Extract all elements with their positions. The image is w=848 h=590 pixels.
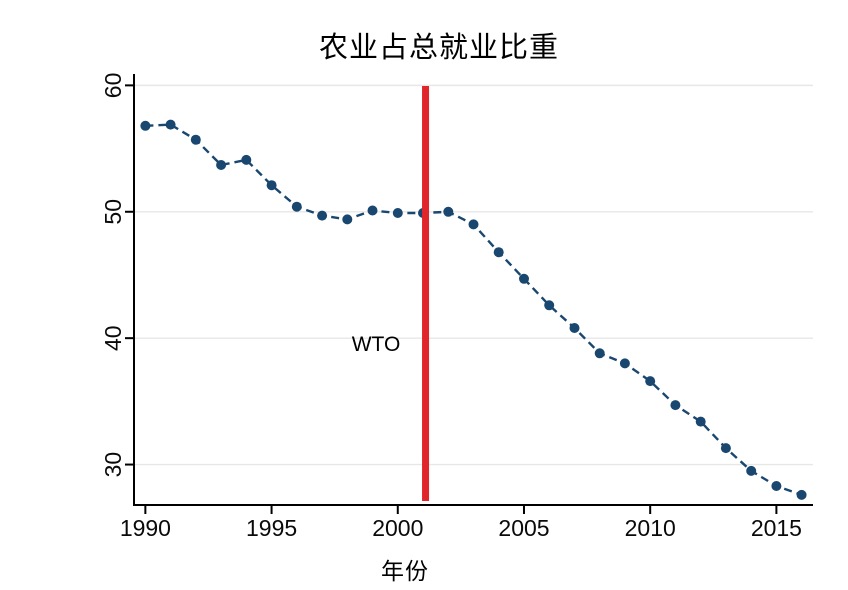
data-point <box>594 348 605 359</box>
y-tick-label: 60 <box>100 73 126 99</box>
axes: 30 40 50 60 1990 1995 2000 2005 2010 2015 <box>100 73 813 541</box>
data-point <box>746 465 757 476</box>
data-point <box>645 376 656 387</box>
data-point <box>796 489 807 500</box>
y-tick-label: 40 <box>100 325 126 351</box>
x-tick-label: 1995 <box>246 515 297 541</box>
wto-annotation-label: WTO <box>351 333 401 356</box>
data-point <box>519 273 529 284</box>
data-point <box>165 119 176 130</box>
data-point <box>619 358 630 369</box>
x-tick-label: 2015 <box>751 515 802 541</box>
y-tick-label: 50 <box>100 199 126 225</box>
x-tick-label: 1990 <box>120 515 171 541</box>
data-point <box>544 300 555 311</box>
data-point <box>468 219 479 230</box>
data-point <box>216 160 227 170</box>
data-point <box>771 481 782 491</box>
data-point <box>695 416 706 427</box>
y-gridlines <box>134 84 813 466</box>
series-line <box>145 123 802 497</box>
x-tick-label: 2010 <box>625 515 676 541</box>
data-point <box>569 323 580 333</box>
data-point <box>392 208 403 218</box>
data-point <box>266 180 277 191</box>
data-point <box>317 210 328 221</box>
data-point <box>190 134 201 145</box>
x-tick-label: 2005 <box>498 515 549 541</box>
data-series <box>140 119 807 500</box>
chart-title: 农业占总就业比重 <box>318 32 559 64</box>
data-point <box>140 120 151 131</box>
y-tick-label: 30 <box>100 452 126 478</box>
data-point <box>493 247 504 258</box>
data-point <box>241 154 252 165</box>
x-tick-label: 2000 <box>372 515 423 541</box>
x-axis-title: 年份 <box>381 558 429 584</box>
data-point <box>720 443 731 454</box>
data-point <box>443 206 454 217</box>
data-point <box>342 214 353 225</box>
data-point <box>670 400 681 411</box>
data-point <box>291 201 302 212</box>
data-point <box>367 205 378 216</box>
